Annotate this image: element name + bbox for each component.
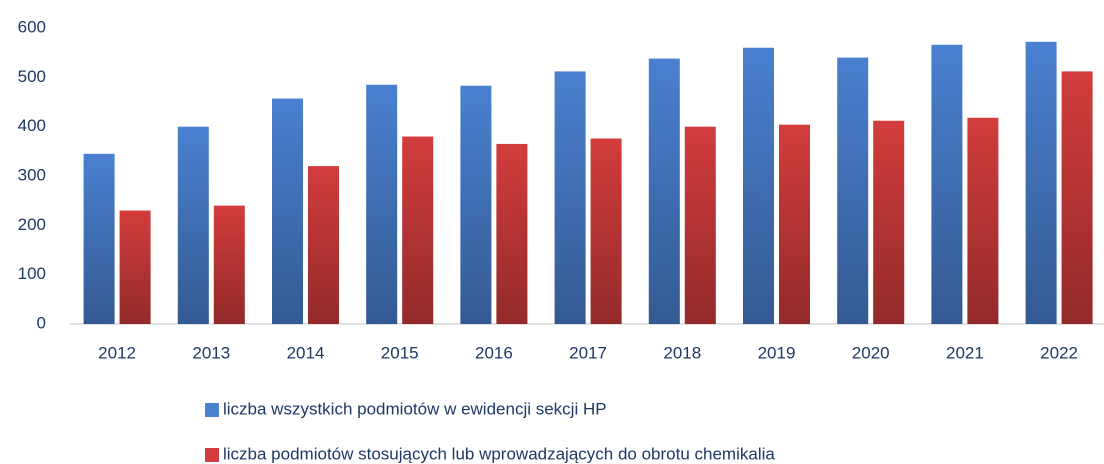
bar [1061,71,1093,324]
bar [931,44,963,324]
bar [648,58,680,324]
bar [272,98,303,325]
bar [554,71,586,324]
bar [1025,41,1057,325]
x-tick-label: 2012 [98,343,136,362]
x-tick-label: 2018 [663,343,701,362]
y-tick-label: 600 [18,17,46,36]
x-tick-label: 2015 [381,343,419,362]
bar [779,124,810,325]
bar [308,166,339,324]
y-tick-label: 300 [18,165,46,184]
x-tick-label: 2013 [192,343,230,362]
legend-label: liczba podmiotów stosujących lub wprowad… [223,444,775,463]
bar [402,136,434,324]
y-tick-label: 500 [18,67,46,86]
bar [743,47,774,324]
bar [213,205,245,324]
legend-swatch [205,403,219,417]
bar [119,210,151,324]
bar [590,138,622,324]
bar [684,126,716,325]
x-tick-label: 2016 [475,343,513,362]
y-tick-label: 0 [37,313,46,332]
bar [177,126,209,325]
x-tick-label: 2017 [569,343,607,362]
legend-swatch [205,448,219,462]
y-tick-label: 100 [18,264,46,283]
bar [837,57,869,324]
legend-label: liczba wszystkich podmiotów w ewidencji … [223,399,607,418]
x-tick-label: 2022 [1040,343,1078,362]
y-tick-label: 400 [18,116,46,135]
bar [967,117,999,324]
bar [366,84,398,324]
bar [496,143,528,324]
x-tick-label: 2014 [287,343,325,362]
bar [873,120,905,324]
bar [83,153,115,324]
bar [460,85,492,324]
x-tick-label: 2020 [852,343,890,362]
x-tick-label: 2021 [946,343,984,362]
x-tick-label: 2019 [758,343,796,362]
y-tick-label: 200 [18,215,46,234]
